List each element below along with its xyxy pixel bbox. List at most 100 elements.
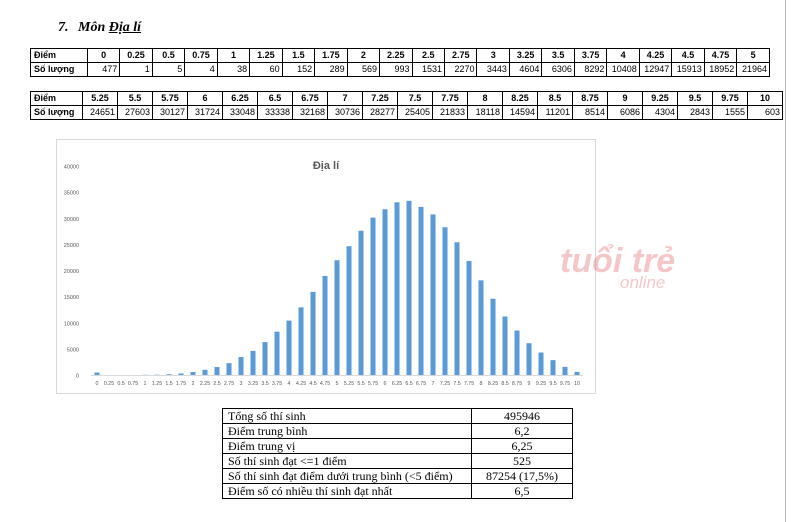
score-cell: 4.25	[638, 48, 673, 63]
x-tick-label: 3	[240, 381, 243, 387]
histogram-bar	[478, 280, 484, 375]
score-cell: 3.75	[573, 48, 608, 63]
count-cell: 1	[119, 62, 153, 77]
chart-svg: Địa lí 050001000015000200002500030000350…	[64, 160, 583, 387]
count-cell: 8514	[572, 105, 608, 120]
score-cell: 2.5	[411, 48, 446, 63]
y-tick-label: 30000	[64, 217, 79, 223]
score-cell: 7.75	[432, 91, 468, 106]
x-tick-label: 0.25	[104, 381, 114, 387]
histogram-bar	[454, 242, 460, 375]
histogram-bar	[514, 330, 520, 375]
score-cell: 5.25	[82, 91, 118, 106]
x-tick-label: 1	[144, 381, 147, 387]
histogram-bar	[214, 367, 220, 375]
x-tick-label: 0	[96, 381, 99, 387]
histogram-bar	[226, 363, 232, 375]
histogram-bar	[298, 307, 304, 375]
x-tick-label: 1.5	[165, 381, 172, 387]
x-tick-label: 6	[384, 381, 387, 387]
newspaper-logo-watermark: tuổi trẻ online	[560, 242, 675, 292]
histogram-bar	[238, 357, 244, 375]
score-cell: 7.25	[362, 91, 398, 106]
count-cell: 15913	[671, 62, 705, 77]
score-cell: 9.5	[677, 91, 713, 106]
count-cell: 31724	[187, 105, 223, 120]
histogram-bar	[274, 331, 280, 375]
x-tick-label: 10	[574, 381, 580, 387]
histogram-bar	[562, 366, 568, 375]
score-cell: 1.5	[281, 48, 316, 63]
score-cell: 4	[606, 48, 640, 63]
x-tick-label: 5.5	[357, 381, 364, 387]
x-tick-label: 8.75	[512, 381, 522, 387]
x-tick-label: 4.5	[309, 381, 316, 387]
score-table-part1: Điểm 0 0.25 0.5 0.75 1 1.25 1.5 1.75 2 2.25 2.5 2.75…	[30, 48, 770, 77]
count-row: Số lượng 24651 27603 30127 31724 33048 33338 32…	[30, 105, 783, 120]
score-cell: 6	[187, 91, 223, 106]
summary-row: Điểm trung vị 6,25	[222, 438, 573, 454]
x-tick-label: 3.5	[261, 381, 268, 387]
x-tick-label: 2.5	[213, 381, 220, 387]
summary-value: 6,5	[471, 483, 573, 499]
count-cell: 569	[346, 62, 381, 77]
score-cell: 8.25	[502, 91, 538, 106]
watermark-online: online	[620, 273, 665, 292]
count-cell: 4	[184, 62, 218, 77]
histogram-bar	[550, 360, 556, 375]
histogram-bar	[166, 374, 172, 375]
x-tick-label: 7.5	[453, 381, 460, 387]
score-cell: 5.75	[152, 91, 188, 106]
histogram-bar	[430, 214, 436, 375]
watermark-brand: tuổi trẻ	[560, 242, 675, 280]
count-cell: 477	[86, 62, 121, 77]
summary-value: 6,25	[471, 438, 573, 454]
histogram-bar	[94, 372, 100, 375]
score-cell: 3.5	[541, 48, 575, 63]
x-tick-label: 2.75	[224, 381, 234, 387]
x-tick-label: 6.5	[405, 381, 412, 387]
histogram-bar	[310, 291, 316, 375]
histogram-bar	[406, 200, 412, 375]
count-cell: 4604	[508, 62, 543, 77]
section-prefix: Môn	[78, 20, 106, 35]
count-cell: 14594	[502, 105, 538, 120]
count-cell: 27603	[117, 105, 153, 120]
score-table-part2: Điểm 5.25 5.5 5.75 6 6.25 6.5 6.75 7 7.25 7.5 7.75 8…	[30, 91, 783, 120]
x-tick-label: 0.75	[128, 381, 138, 387]
count-cell: 18118	[467, 105, 503, 120]
score-cell: 6.75	[292, 91, 328, 106]
x-tick-label: 9.5	[549, 381, 556, 387]
x-tick-label: 6.75	[416, 381, 426, 387]
count-cell: 4304	[642, 105, 678, 120]
x-tick-label: 8.25	[488, 381, 498, 387]
score-row-label: Điểm	[30, 91, 83, 106]
x-tick-label: 7.75	[464, 381, 474, 387]
y-tick-label: 5000	[67, 347, 79, 353]
score-cell: 8.75	[572, 91, 608, 106]
histogram-bar	[490, 298, 496, 375]
x-tick-label: 5.25	[344, 381, 354, 387]
summary-row: Điểm trung bình 6,2	[222, 423, 573, 439]
score-cell: 0	[86, 48, 121, 63]
histogram-bar	[262, 342, 268, 375]
section-subject: Địa lí	[108, 20, 142, 35]
y-tick-label: 10000	[64, 321, 79, 327]
page-border-line	[785, 0, 786, 522]
histogram-bar	[346, 246, 352, 375]
summary-label: Điểm trung vị	[222, 438, 472, 454]
summary-label: Điểm số có nhiều thí sinh đạt nhất	[222, 483, 472, 499]
score-cell: 2.25	[379, 48, 413, 63]
summary-label: Tổng số thí sinh	[222, 408, 472, 424]
y-tick-label: 40000	[64, 165, 79, 171]
histogram-bar	[574, 371, 580, 375]
summary-label: Số thí sinh đạt <=1 điểm	[222, 453, 472, 469]
x-tick-label: 0.5	[117, 381, 124, 387]
count-cell: 1555	[712, 105, 748, 120]
x-tick-label: 2	[192, 381, 195, 387]
score-cell: 1.25	[249, 48, 283, 63]
y-tick-label: 35000	[64, 191, 79, 197]
x-tick-label: 4.75	[320, 381, 330, 387]
x-tick-label: 5	[336, 381, 339, 387]
count-cell: 28277	[362, 105, 398, 120]
